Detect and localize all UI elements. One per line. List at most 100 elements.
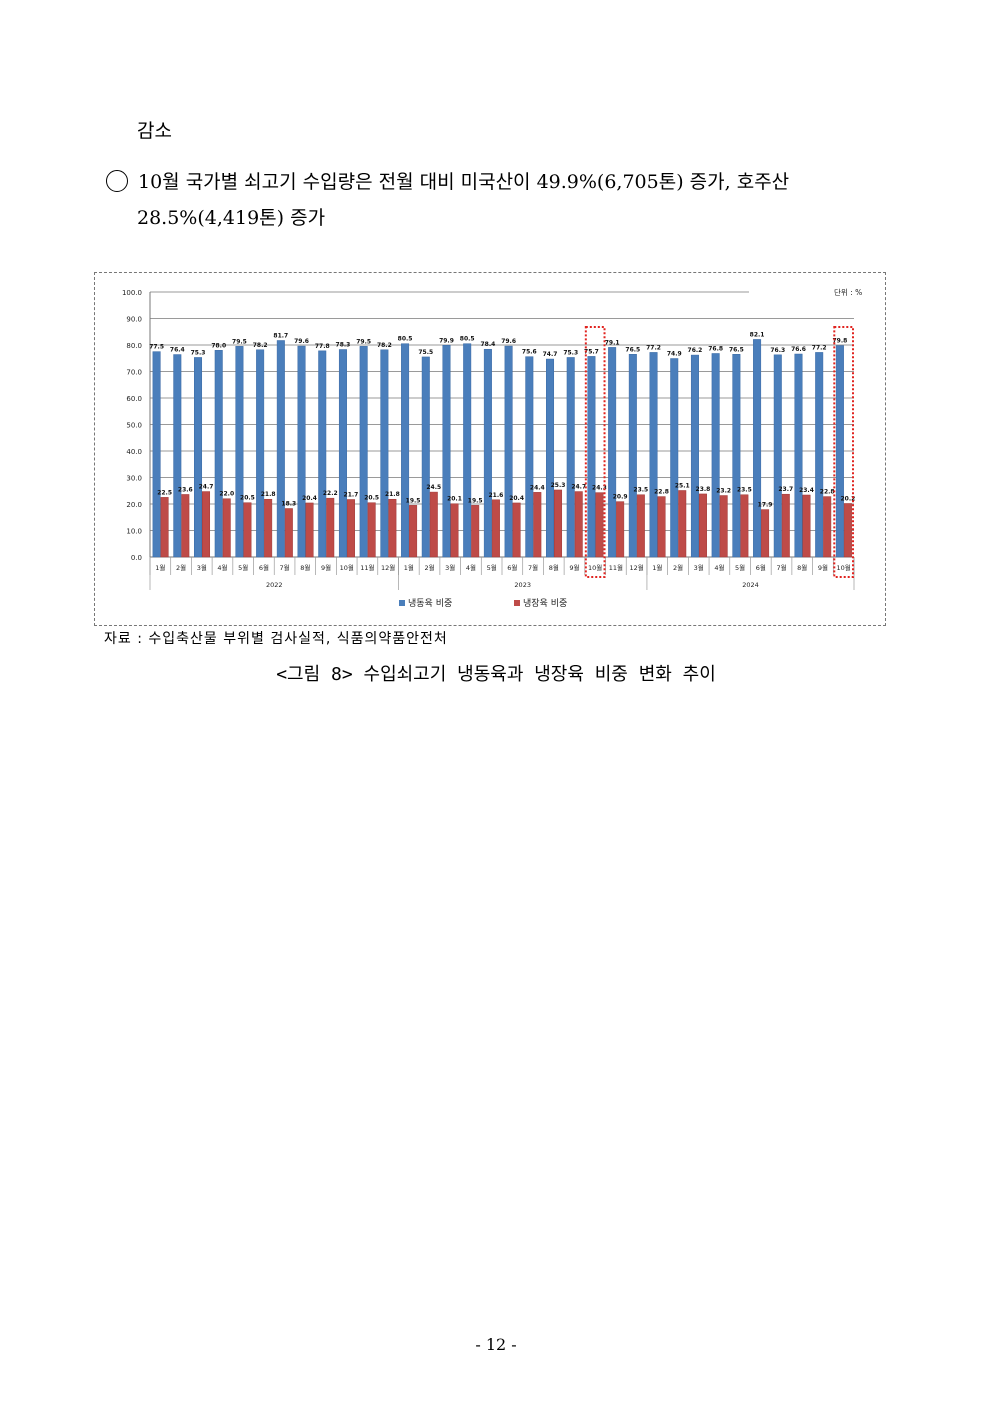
bar-chilled bbox=[326, 497, 335, 558]
data-label-frozen: 78.3 bbox=[336, 342, 351, 349]
y-tick-label: 20.0 bbox=[126, 501, 142, 509]
x-tick-label: 6월 bbox=[756, 563, 766, 572]
data-label-chilled: 20.1 bbox=[447, 496, 462, 503]
bar-chilled bbox=[409, 505, 418, 558]
data-label-frozen: 79.8 bbox=[832, 338, 847, 345]
bar-frozen bbox=[401, 343, 410, 558]
bar-frozen bbox=[628, 354, 637, 558]
data-label-frozen: 76.5 bbox=[729, 346, 744, 353]
data-label-chilled: 24.7 bbox=[199, 484, 214, 491]
bar-frozen bbox=[670, 358, 679, 558]
bar-frozen bbox=[359, 346, 368, 558]
bar-chilled bbox=[512, 502, 521, 558]
bar-frozen bbox=[711, 353, 720, 558]
bar-chilled bbox=[450, 503, 459, 558]
year-label: 2022 bbox=[266, 581, 283, 589]
bar-chilled bbox=[761, 509, 770, 558]
x-tick-label: 12월 bbox=[629, 563, 643, 572]
bar-frozen bbox=[276, 340, 285, 558]
x-tick-label: 8월 bbox=[300, 563, 310, 572]
data-label-chilled: 24.3 bbox=[592, 485, 607, 492]
bar-frozen bbox=[483, 348, 492, 558]
data-label-chilled: 22.0 bbox=[219, 491, 234, 498]
data-label-frozen: 79.1 bbox=[605, 339, 620, 346]
bar-frozen bbox=[173, 354, 182, 558]
bar-chart: 0.0 10.0 20.0 30.0 40.0 50.0 60.0 70.0 80.0 90.0 1… bbox=[122, 287, 862, 609]
data-label-chilled: 25.1 bbox=[675, 482, 690, 489]
data-label-frozen: 76.5 bbox=[625, 346, 640, 353]
x-tick-label: 2월 bbox=[673, 563, 683, 572]
source-note: 자료 : 수입축산물 부위별 검사실적, 식품의약품안전처 bbox=[104, 631, 448, 647]
bar-frozen bbox=[152, 351, 161, 558]
bar-chilled bbox=[574, 491, 583, 558]
data-label-frozen: 75.3 bbox=[191, 349, 206, 356]
bar-chilled bbox=[305, 502, 314, 558]
x-tick-label: 8월 bbox=[549, 563, 559, 572]
bar-chilled bbox=[657, 496, 666, 558]
data-label-chilled: 22.5 bbox=[157, 489, 172, 496]
y-tick-label: 40.0 bbox=[126, 448, 142, 456]
bar-frozen bbox=[297, 345, 306, 558]
data-label-chilled: 21.8 bbox=[385, 491, 400, 498]
data-label-frozen: 75.6 bbox=[522, 349, 537, 356]
y-tick-label: 0.0 bbox=[131, 554, 142, 562]
bar-frozen bbox=[753, 339, 762, 558]
bar-frozen bbox=[256, 349, 265, 558]
x-tick-label: 6월 bbox=[507, 563, 517, 572]
data-label-frozen: 76.2 bbox=[688, 347, 703, 354]
data-label-frozen: 80.5 bbox=[398, 336, 413, 343]
x-tick-label: 5월 bbox=[735, 563, 745, 572]
bar-frozen bbox=[380, 349, 389, 558]
circle-bullet-icon bbox=[106, 170, 128, 192]
bar-chilled bbox=[491, 499, 500, 558]
bar-frozen bbox=[338, 349, 347, 558]
data-label-frozen: 78.2 bbox=[253, 342, 268, 349]
figure-caption: <그림 8> 수입쇠고기 냉동육과 냉장육 비중 변화 추이 bbox=[276, 664, 716, 685]
legend-swatch-chilled bbox=[514, 600, 520, 606]
x-tick-label: 1월 bbox=[155, 563, 165, 572]
data-label-chilled: 24.5 bbox=[426, 484, 441, 491]
x-tick-label: 3월 bbox=[694, 563, 704, 572]
x-tick-label: 4월 bbox=[217, 563, 227, 572]
bar-chilled bbox=[243, 502, 252, 558]
year-label: 2024 bbox=[742, 581, 759, 589]
x-tick-label: 8월 bbox=[797, 563, 807, 572]
bar-chilled bbox=[264, 498, 273, 558]
x-tick-label: 1월 bbox=[404, 563, 414, 572]
x-tick-label: 9월 bbox=[818, 563, 828, 572]
bar-chilled bbox=[346, 499, 355, 558]
x-tick-label: 5월 bbox=[487, 563, 497, 572]
data-label-frozen: 75.5 bbox=[418, 349, 433, 356]
unit-label: 단위 : % bbox=[834, 287, 862, 297]
data-label-frozen: 79.5 bbox=[356, 338, 371, 345]
x-tick-label: 3월 bbox=[197, 563, 207, 572]
bar-frozen bbox=[608, 347, 617, 558]
data-label-chilled: 17.9 bbox=[758, 502, 773, 509]
bar-chilled bbox=[284, 508, 293, 558]
bar-chilled bbox=[843, 503, 852, 558]
y-tick-label: 10.0 bbox=[126, 528, 142, 536]
bar-chilled bbox=[636, 494, 645, 558]
highlight-box bbox=[833, 326, 855, 578]
x-tick-label: 10월 bbox=[588, 563, 602, 572]
data-label-chilled: 22.8 bbox=[654, 489, 669, 496]
x-tick-label: 11월 bbox=[609, 563, 623, 572]
bullet-text: 10월 국가별 쇠고기 수입량은 전월 대비 미국산이 49.9%(6,705톤… bbox=[138, 171, 790, 193]
chart-frame bbox=[94, 272, 886, 626]
data-label-chilled: 23.2 bbox=[716, 488, 731, 495]
legend-label-frozen: 냉동육 비중 bbox=[408, 598, 452, 609]
x-tick-label: 7월 bbox=[280, 563, 290, 572]
y-tick-label: 70.0 bbox=[126, 369, 142, 377]
data-label-frozen: 79.6 bbox=[501, 338, 516, 345]
x-tick-label: 10월 bbox=[837, 563, 851, 572]
bar-frozen bbox=[214, 350, 223, 558]
data-label-frozen: 74.7 bbox=[543, 351, 558, 358]
data-label-chilled: 20.5 bbox=[240, 495, 255, 502]
bar-chilled bbox=[533, 492, 542, 558]
data-label-frozen: 78.2 bbox=[377, 342, 392, 349]
x-tick-label: 3월 bbox=[445, 563, 455, 572]
data-label-frozen: 82.1 bbox=[750, 331, 765, 338]
bar-frozen bbox=[525, 356, 534, 558]
bar-frozen bbox=[442, 345, 451, 558]
data-label-frozen: 80.5 bbox=[460, 336, 475, 343]
